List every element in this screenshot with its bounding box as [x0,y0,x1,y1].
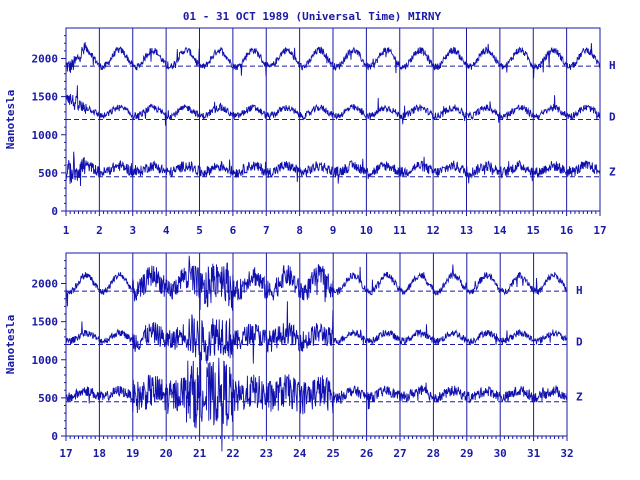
y-axis-label: Nanotesla [4,90,17,150]
y-tick-label: 2000 [32,53,59,66]
x-tick-label: 31 [527,447,541,460]
x-tick-label: 9 [330,224,337,237]
x-tick-label: 3 [129,224,136,237]
x-tick-label: 13 [460,224,473,237]
x-tick-label: 2 [96,224,103,237]
y-tick-label: 500 [38,392,58,405]
trace-D [65,301,568,364]
x-tick-label: 17 [593,224,606,237]
x-tick-label: 24 [293,447,307,460]
y-axis-label: Nanotesla [4,315,17,375]
series-label-Z: Z [609,166,616,179]
y-tick-label: 0 [51,205,58,218]
x-tick-label: 1 [63,224,70,237]
series-label-H: H [609,59,616,72]
x-tick-label: 23 [260,447,273,460]
series-label-D: D [609,111,616,124]
panel-2: 0 500 1000 1500 2000 Nanotesla 17 18 19 20 21 22 23 2… [4,252,583,460]
y-tick-label: 1500 [32,91,59,104]
y-tick-label: 1500 [32,316,59,329]
x-tick-label: 12 [427,224,440,237]
x-tick-label: 5 [196,224,203,237]
chart-title: 01 - 31 OCT 1989 (Universal Time) MIRNY [183,10,442,23]
x-tick-label: 29 [460,447,473,460]
trace-Z [65,351,568,452]
series-label-D: D [576,336,583,349]
x-tick-label: 11 [393,224,407,237]
trace-D [65,85,601,126]
x-tick-label: 4 [163,224,170,237]
x-tick-label: 14 [493,224,507,237]
x-tick-label: 30 [494,447,507,460]
trace-H [65,41,601,79]
x-tick-label: 26 [360,447,374,460]
x-tick-label: 16 [560,224,574,237]
trace-Z [65,151,601,187]
y-tick-label: 1000 [32,129,59,142]
x-tick-label: 19 [126,447,139,460]
x-tick-label: 25 [327,447,340,460]
x-tick-label: 22 [226,447,239,460]
y-tick-label: 2000 [32,278,59,291]
series-label-Z: Z [576,391,583,404]
x-tick-label: 15 [527,224,540,237]
x-tick-label: 10 [360,224,373,237]
x-tick-label: 7 [263,224,270,237]
x-tick-label: 18 [93,447,106,460]
x-tick-label: 28 [427,447,440,460]
x-tick-label: 8 [296,224,303,237]
series-label-H: H [576,284,583,297]
y-tick-label: 1000 [32,354,59,367]
x-tick-label: 17 [59,447,72,460]
x-tick-label: 32 [560,447,573,460]
x-tick-label: 20 [160,447,173,460]
x-tick-label: 6 [230,224,237,237]
y-tick-label: 500 [38,167,58,180]
trace-H [65,255,568,311]
y-tick-label: 0 [51,430,58,443]
x-tick-label: 27 [393,447,406,460]
x-tick-label: 21 [193,447,207,460]
